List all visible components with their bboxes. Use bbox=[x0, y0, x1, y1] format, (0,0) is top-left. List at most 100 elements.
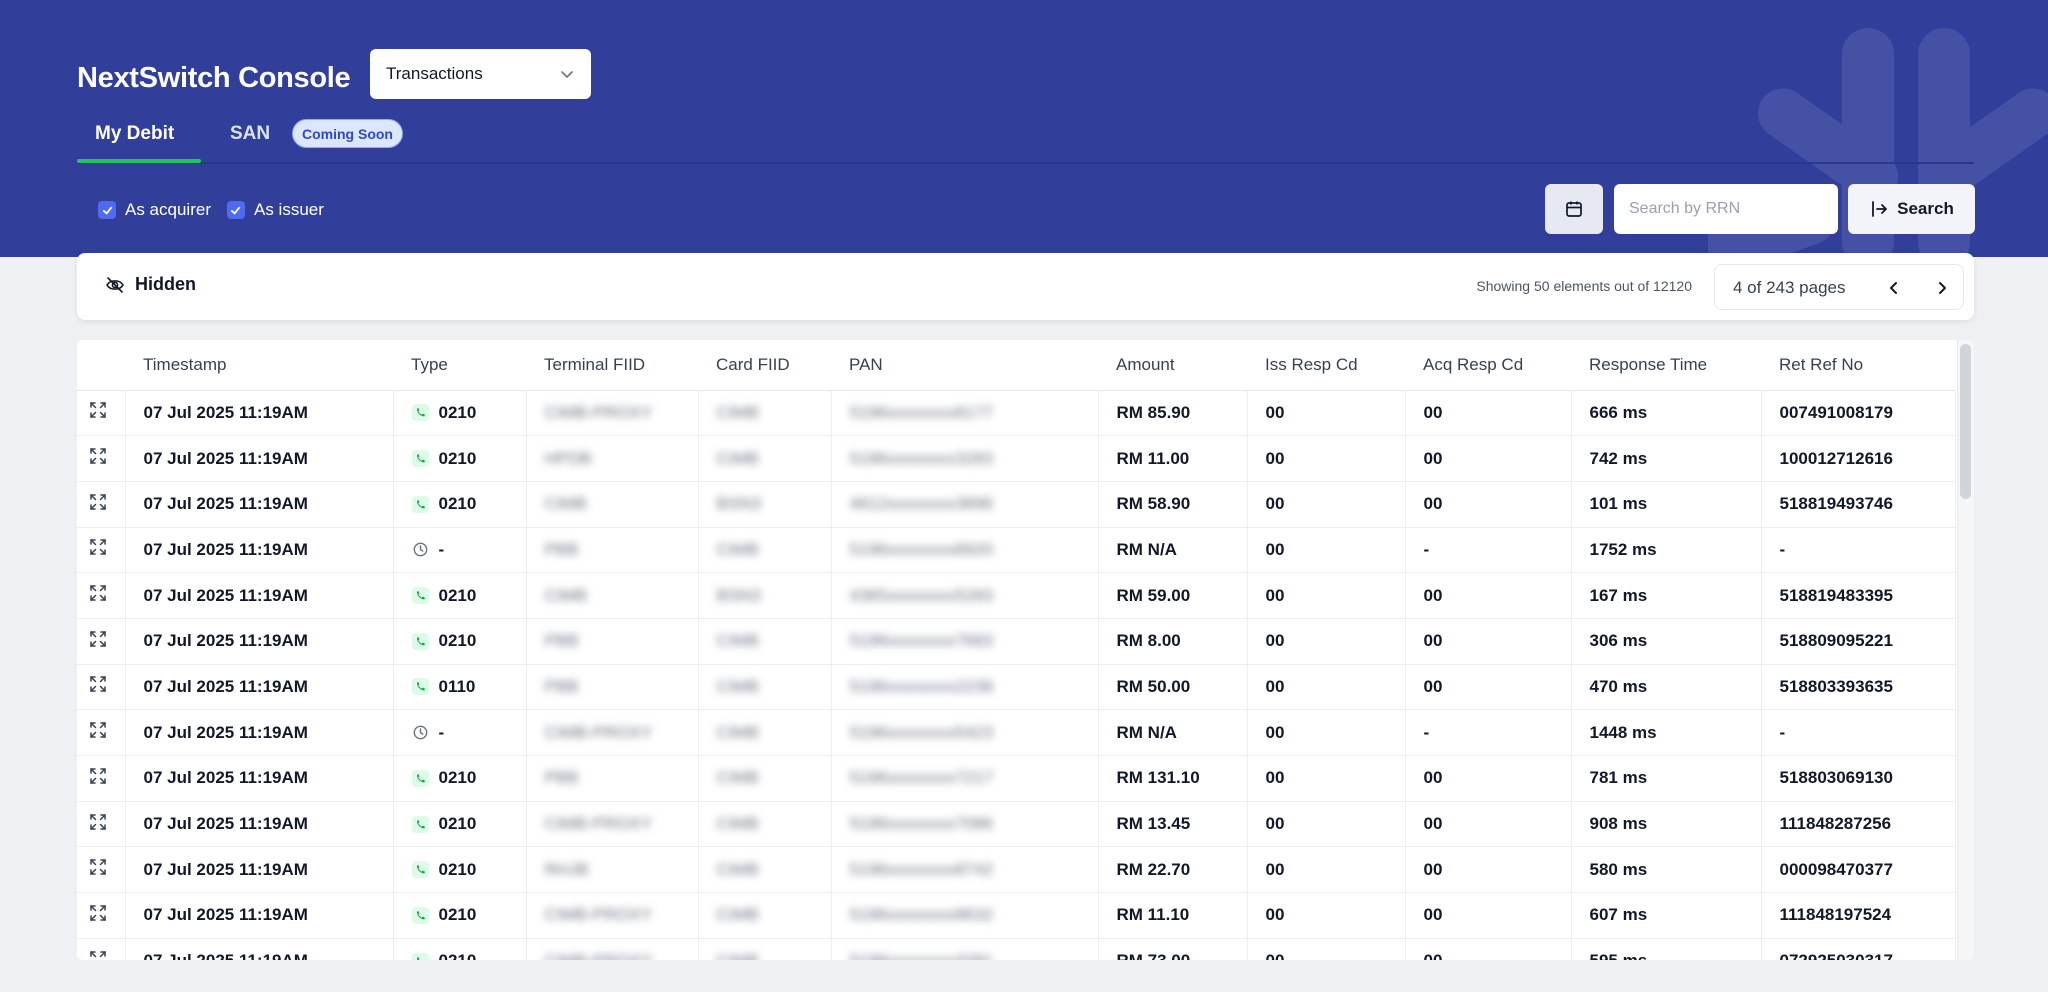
header-acq-resp-cd[interactable]: Acq Resp Cd bbox=[1405, 340, 1571, 391]
expand-icon bbox=[90, 813, 106, 830]
expand-row-button[interactable] bbox=[77, 846, 126, 894]
expand-row-button[interactable] bbox=[77, 527, 126, 574]
search-button[interactable]: Search bbox=[1848, 184, 1975, 234]
expand-icon bbox=[90, 768, 106, 784]
expand-row-button[interactable] bbox=[77, 664, 126, 711]
issuer-label[interactable]: As issuer bbox=[253, 200, 324, 219]
phone-success-icon bbox=[411, 495, 429, 513]
cell-amount: RM 50.00 bbox=[1098, 664, 1248, 711]
table-row[interactable]: 07 Jul 2025 11:19AM - PBB CIMB 5196xxxxxxxx8… bbox=[77, 527, 1956, 574]
acquirer-checkbox[interactable] bbox=[98, 201, 116, 219]
cell-ret-ref-no: 000098470377 bbox=[1761, 846, 1956, 894]
header-timestamp[interactable]: Timestamp bbox=[125, 340, 393, 391]
table-row[interactable]: 07 Jul 2025 11:19AM 0210 RHJB CIMB 5196xxxxx… bbox=[77, 846, 1956, 894]
phone-success-icon bbox=[411, 815, 429, 833]
expand-icon bbox=[90, 905, 106, 921]
tab-san[interactable]: SAN bbox=[230, 123, 271, 144]
cell-ret-ref-no: 518803393635 bbox=[1761, 664, 1956, 711]
table-row[interactable]: 07 Jul 2025 11:19AM - CIMB-PROXY CIMB 5196xx… bbox=[77, 709, 1956, 756]
type-with-status: 0210 bbox=[411, 814, 526, 834]
cell-timestamp: 07 Jul 2025 11:19AM bbox=[125, 527, 394, 574]
tab-my-debit[interactable]: My Debit bbox=[95, 123, 175, 144]
expand-icon bbox=[90, 859, 106, 875]
cell-acq-resp-cd: 00 bbox=[1405, 435, 1572, 482]
table-row[interactable]: 07 Jul 2025 11:19AM 0210 CIMB-PROXYCIMB519… bbox=[77, 938, 1956, 960]
header-card-fiid[interactable]: Card FIID bbox=[698, 340, 831, 391]
type-with-status: 0110 bbox=[411, 677, 526, 697]
cell-pan: 5196xxxxxxxx7086 bbox=[831, 801, 1099, 848]
table-row[interactable]: 07 Jul 2025 11:19AM 0210 PBB CIMB 5196xxxxxx… bbox=[77, 618, 1956, 665]
phone-success-icon bbox=[411, 952, 429, 960]
expand-row-button[interactable] bbox=[77, 755, 126, 802]
cell-terminal-fiid: CIMB-PROXY bbox=[526, 938, 699, 960]
expand-row-button[interactable] bbox=[77, 938, 126, 960]
expand-row-button[interactable] bbox=[77, 435, 126, 482]
message-type: 0210 bbox=[438, 859, 477, 879]
cell-timestamp: 07 Jul 2025 11:19AM bbox=[125, 709, 394, 756]
cell-acq-resp-cd: 00 bbox=[1405, 481, 1572, 528]
cell-card-fiid: CIMB bbox=[698, 527, 832, 574]
expand-row-button[interactable] bbox=[77, 481, 126, 528]
table-row[interactable]: 07 Jul 2025 11:19AM 0210 HPDB CIMB 5196xxxxx… bbox=[77, 435, 1956, 482]
cell-card-fiid: CIMB bbox=[698, 938, 832, 960]
message-type: 0210 bbox=[438, 768, 477, 788]
table-row[interactable]: 07 Jul 2025 11:19AM 0210 CIMB BSN3 4612xxxxx… bbox=[77, 481, 1956, 528]
cell-amount: RM 59.00 bbox=[1098, 572, 1248, 619]
cell-terminal-fiid: CIMB bbox=[526, 572, 699, 619]
cell-type: 0210 bbox=[393, 618, 527, 665]
cell-type: 0210 bbox=[393, 481, 527, 528]
acquirer-label[interactable]: As acquirer bbox=[125, 200, 211, 219]
vertical-scrollbar-thumb[interactable] bbox=[1960, 344, 1971, 499]
rrn-search-input[interactable] bbox=[1614, 184, 1838, 234]
date-filter-button[interactable] bbox=[1545, 184, 1603, 234]
header-terminal-fiid[interactable]: Terminal FIID bbox=[526, 340, 698, 391]
expand-row-button[interactable] bbox=[77, 892, 126, 939]
header-ret-ref-no[interactable]: Ret Ref No bbox=[1761, 340, 1955, 391]
issuer-checkbox[interactable] bbox=[226, 201, 245, 219]
header-amount[interactable]: Amount bbox=[1098, 340, 1247, 391]
app-header: NextSwitch Console Transactions My Debit… bbox=[0, 0, 2048, 257]
table-row[interactable]: 07 Jul 2025 11:19AM 0210 PBB CIMB 5196xxxxxx… bbox=[77, 755, 1956, 802]
chevron-left-icon[interactable] bbox=[1883, 277, 1905, 299]
table-row[interactable]: 07 Jul 2025 11:19AM 0110 PBB CIMB 5196xxxxxx… bbox=[77, 664, 1956, 711]
cell-amount: RM 73.00 bbox=[1098, 938, 1248, 960]
phone-success-icon bbox=[411, 861, 429, 879]
cell-iss-resp-cd: 00 bbox=[1247, 801, 1406, 848]
role-filters: As acquirer As issuer bbox=[98, 200, 331, 220]
expand-row-button[interactable] bbox=[77, 618, 126, 665]
cell-ret-ref-no: 111848287256 bbox=[1761, 801, 1956, 848]
cell-card-fiid: BSN3 bbox=[698, 572, 832, 619]
cell-card-fiid: CIMB bbox=[698, 435, 832, 482]
header-type[interactable]: Type bbox=[393, 340, 526, 391]
expand-row-button[interactable] bbox=[77, 801, 126, 848]
type-with-status: 0210 bbox=[411, 768, 526, 788]
cell-terminal-fiid: PBB bbox=[526, 664, 699, 711]
cell-type: - bbox=[393, 709, 527, 756]
cell-terminal-fiid: CIMB-PROXY bbox=[526, 390, 699, 437]
expand-row-button[interactable] bbox=[77, 390, 126, 437]
cell-amount: RM 85.90 bbox=[1098, 390, 1248, 437]
cell-terminal-fiid: CIMB bbox=[526, 481, 699, 528]
header-pan[interactable]: PAN bbox=[831, 340, 1098, 391]
header-response-time[interactable]: Response Time bbox=[1571, 340, 1761, 391]
chevron-right-icon[interactable] bbox=[1931, 277, 1953, 299]
expand-row-button[interactable] bbox=[77, 709, 126, 756]
cell-pan: 5196xxxxxxxx3281 bbox=[831, 938, 1099, 960]
check-icon bbox=[231, 206, 241, 215]
expand-icon bbox=[90, 448, 106, 464]
expand-row-button[interactable] bbox=[77, 572, 126, 619]
module-select[interactable]: Transactions bbox=[370, 49, 591, 99]
hidden-columns-toggle[interactable]: Hidden bbox=[105, 274, 196, 295]
cell-iss-resp-cd: 00 bbox=[1247, 709, 1406, 756]
cell-terminal-fiid: PBB bbox=[526, 755, 699, 802]
cell-card-fiid: CIMB bbox=[698, 390, 832, 437]
table-row[interactable]: 07 Jul 2025 11:19AM 0210 CIMB BSN3 4365xxxxx… bbox=[77, 572, 1956, 619]
eye-slash-icon bbox=[106, 276, 124, 293]
message-type: 0210 bbox=[438, 448, 477, 468]
cell-type: - bbox=[393, 527, 527, 574]
header-iss-resp-cd[interactable]: Iss Resp Cd bbox=[1247, 340, 1405, 391]
cell-iss-resp-cd: 00 bbox=[1247, 481, 1406, 528]
